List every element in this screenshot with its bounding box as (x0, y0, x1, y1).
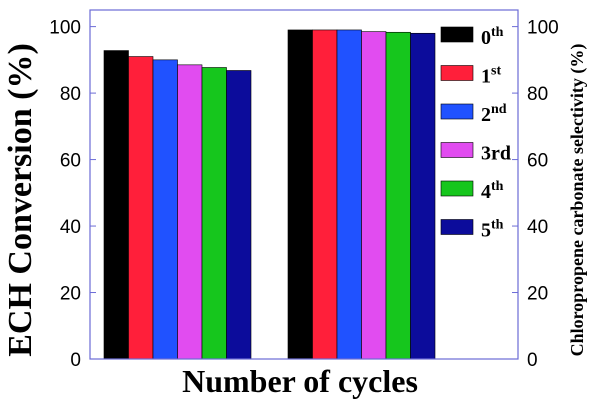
legend-swatch-2nd (440, 103, 474, 120)
legend-swatch-3rd (440, 142, 474, 158)
legend-label-5th: 5th (481, 218, 504, 242)
bar-2nd-group2 (336, 29, 362, 360)
legend-label-3rd: 3rd (481, 143, 511, 165)
y-tick-label: 60 (60, 151, 81, 172)
bar-1st-group1 (128, 56, 154, 360)
bar-3rd-group2 (361, 31, 387, 360)
y2-tick-label: 20 (527, 284, 548, 305)
bar-5th-group2 (410, 32, 436, 360)
y-tick-label: 100 (49, 18, 81, 39)
bar-3rd-group1 (177, 64, 203, 360)
y-tick-label: 40 (60, 217, 81, 238)
legend-swatch-4th (440, 180, 474, 197)
y-tick-label: 20 (60, 284, 81, 305)
legend-label-2nd: 2nd (481, 102, 507, 126)
legend-label-0th: 0th (481, 25, 504, 49)
y2-tick-label: 80 (527, 84, 548, 105)
bar-0th-group1 (103, 50, 129, 360)
legend-swatch-1st (440, 65, 474, 81)
legend-swatch-5th (440, 219, 474, 235)
bar-4th-group2 (385, 31, 411, 360)
y2-axis-label: Chloropropene carbonate selectivity (%) (567, 44, 588, 357)
legend-label-1st: 1st (481, 64, 501, 88)
y-tick-label: 0 (70, 350, 81, 371)
y-axis-label: ECH Conversion (%) (2, 43, 39, 357)
y2-axis-ticks: 0 20 40 60 80 100 (512, 18, 559, 371)
bar-0th-group2 (287, 29, 313, 360)
plot-frame (89, 9, 519, 360)
y-tick-label: 80 (60, 84, 81, 105)
legend-swatch-0th (440, 26, 474, 43)
y2-tick-label: 60 (527, 151, 548, 172)
bar-5th-group1 (226, 70, 252, 360)
bar-4th-group1 (201, 67, 227, 360)
y-axis-ticks: 0 20 40 60 80 100 (49, 18, 96, 371)
bar-1st-group2 (312, 29, 338, 360)
y2-tick-label: 100 (527, 18, 559, 39)
legend-label-4th: 4th (481, 179, 504, 203)
legend: 0th 1st 2nd 3rd 4th 5th (440, 25, 511, 242)
y2-tick-label: 40 (527, 217, 548, 238)
x-axis-label: Number of cycles (182, 363, 418, 399)
y2-tick-label: 0 (527, 350, 538, 371)
bar-2nd-group1 (152, 59, 178, 360)
bars-group (103, 29, 436, 360)
